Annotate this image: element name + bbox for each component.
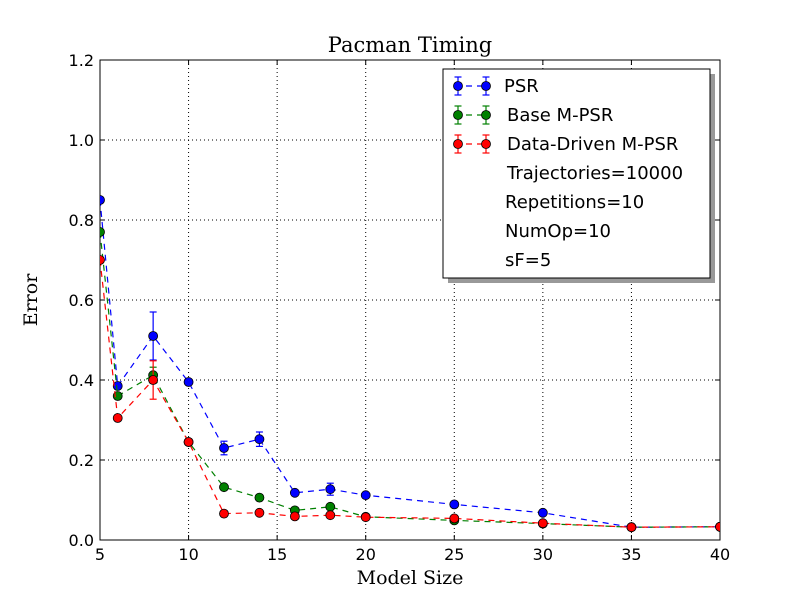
series-3 <box>100 255 720 533</box>
data-point <box>537 518 548 529</box>
data-point <box>449 513 460 524</box>
data-point <box>325 510 336 521</box>
data-point <box>715 521 720 532</box>
y-tick-label: 0.0 <box>69 531 94 550</box>
legend: PSR Base M-PSR Data-Driven M-PSR Trajectori… <box>442 68 715 283</box>
data-point <box>360 490 371 501</box>
legend-marker <box>481 139 491 149</box>
y-tick-label: 0.8 <box>69 211 94 230</box>
legend-marker <box>453 81 463 91</box>
legend-marker <box>453 110 463 120</box>
data-point <box>449 499 460 510</box>
legend-marker <box>481 81 491 91</box>
data-point <box>183 437 194 447</box>
legend-entries: PSR Base M-PSR Data-Driven M-PSR Trajectori… <box>453 76 683 271</box>
legend-label: Data-Driven M-PSR <box>507 134 678 155</box>
data-point <box>100 255 105 265</box>
data-point <box>219 482 229 493</box>
x-tick-label: 15 <box>267 545 287 564</box>
y-axis-title: Error <box>20 273 42 326</box>
legend-annotation: Trajectories=10000 <box>506 163 683 184</box>
y-tick-label: 0.2 <box>69 451 94 470</box>
data-point <box>254 507 265 518</box>
legend-annotation: Repetitions=10 <box>505 192 644 213</box>
legend-entry-1: PSR <box>453 76 539 97</box>
data-point <box>325 501 336 512</box>
x-tick-label: 30 <box>533 545 553 564</box>
y-tick-label: 1.0 <box>69 131 94 150</box>
data-point <box>626 522 637 533</box>
data-point <box>325 484 336 495</box>
data-series <box>100 195 720 533</box>
x-tick-label: 10 <box>178 545 198 564</box>
axis-ticks: 5 10 15 20 25 30 35 40 0.0 0.2 0.4 0.6 0.8 1.0 1.2 <box>69 51 731 564</box>
data-point <box>254 434 265 445</box>
data-point <box>148 331 159 341</box>
legend-entry-2: Base M-PSR <box>453 105 613 126</box>
chart-title: Pacman Timing <box>328 33 492 57</box>
data-point <box>219 443 229 453</box>
data-point <box>219 508 229 519</box>
x-tick-label: 5 <box>95 545 105 564</box>
data-point <box>537 507 548 518</box>
x-tick-label: 20 <box>356 545 376 564</box>
x-tick-label: 35 <box>621 545 641 564</box>
y-tick-label: 1.2 <box>69 51 94 70</box>
legend-entry-3: Data-Driven M-PSR <box>453 134 678 155</box>
legend-marker <box>481 110 491 120</box>
x-tick-label: 40 <box>710 545 730 564</box>
data-point <box>148 375 159 385</box>
legend-label: PSR <box>504 76 539 97</box>
data-point <box>289 487 300 498</box>
legend-marker <box>453 139 463 149</box>
y-tick-label: 0.4 <box>69 371 94 390</box>
legend-annotation: NumOp=10 <box>505 221 611 242</box>
data-point <box>112 413 123 423</box>
legend-annotation: sF=5 <box>505 250 551 271</box>
data-point <box>100 227 105 237</box>
y-tick-label: 0.6 <box>69 291 94 310</box>
legend-box <box>442 68 711 279</box>
data-point <box>360 512 371 523</box>
legend-label: Base M-PSR <box>507 105 613 126</box>
x-tick-label: 25 <box>444 545 464 564</box>
data-point <box>289 511 300 522</box>
x-axis-title: Model Size <box>357 567 464 589</box>
data-point <box>183 377 194 387</box>
data-point <box>254 492 265 503</box>
data-point <box>100 195 105 205</box>
